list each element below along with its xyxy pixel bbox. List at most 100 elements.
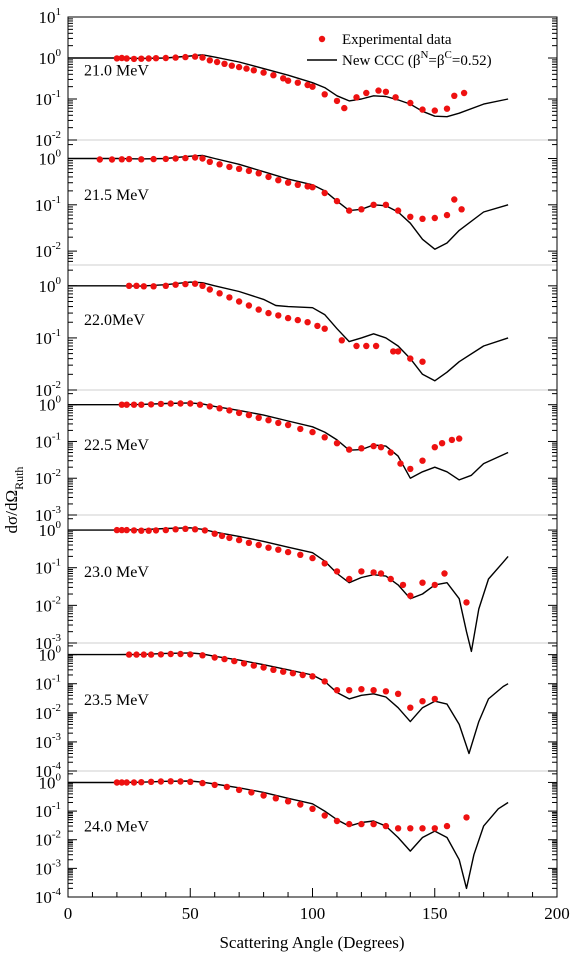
experimental-point [407,99,414,107]
y-axis-title-main: dσ/dΩ [2,490,21,534]
experimental-point [297,551,304,558]
experimental-point [216,161,223,168]
experimental-point [140,651,147,658]
x-tick-label: 200 [544,904,570,923]
experimental-point [309,83,316,90]
y-tick-label: 100 [39,644,62,665]
experimental-point [309,554,316,562]
experimental-point [162,155,169,163]
experimental-point [182,53,189,61]
experimental-point [235,165,243,172]
experimental-point [187,400,194,407]
experimental-point [358,686,365,693]
experimental-point [235,409,243,417]
y-tick-label: 10-1 [35,430,61,451]
theory-curve [68,281,509,382]
y-tick-exponent: -4 [52,886,62,898]
experimental-point [333,197,341,205]
experimental-point [265,544,272,551]
experimental-point [382,688,390,695]
experimental-point [399,581,407,589]
experimental-point [353,94,360,101]
experimental-point [280,75,287,82]
experimental-point [419,106,426,113]
experimental-point [150,155,157,163]
experimental-point [201,527,209,534]
y-tick-mantissa: 10 [35,733,52,752]
y-tick-label: 10-3 [35,632,62,653]
experimental-point [231,657,238,665]
experimental-point [309,428,316,436]
y-tick-exponent: -3 [52,731,62,743]
y-axis-title-text: dσ/dΩRuth [2,467,26,534]
y-tick-label: 101 [39,6,62,27]
y-tick-mantissa: 10 [39,521,56,540]
experimental-point [272,795,279,802]
experimental-point [382,822,390,830]
experimental-point [130,55,138,63]
y-tick-exponent: -1 [52,194,61,206]
panel-energy-label: 23.5 MeV [84,692,149,709]
experimental-point [199,54,206,61]
experimental-point [138,401,145,408]
y-tick-mantissa: 10 [35,506,52,525]
y-tick-mantissa: 10 [35,762,52,781]
experimental-point [162,526,169,534]
experimental-point [370,569,377,576]
experimental-point [370,201,377,208]
experimental-point [147,651,155,658]
experimental-point [321,91,328,98]
experimental-point [321,434,328,441]
experimental-point [152,527,160,534]
experimental-point [211,781,218,789]
experimental-point [113,779,121,786]
experimental-point [167,778,174,785]
y-tick-exponent: -4 [52,760,62,772]
experimental-point [248,789,255,796]
experimental-point [138,527,145,534]
theory-curve [68,402,509,481]
experimental-point [333,817,341,825]
y-tick-label: 10-2 [35,594,61,615]
y-tick-exponent: -2 [52,240,61,252]
experimental-point [172,281,179,288]
experimental-point [157,651,165,658]
y-tick-exponent: -1 [52,430,61,442]
experimental-point [265,417,272,424]
experimental-point [162,282,169,289]
y-tick-exponent: -1 [52,557,61,569]
experimental-point [218,532,226,540]
experimental-point [140,283,147,290]
experimental-point [125,651,133,658]
experimental-point [199,155,206,162]
experimental-point [304,81,311,89]
y-tick-exponent: 0 [56,47,62,59]
experimental-point [260,792,267,799]
y-tick-label: 10-3 [35,504,62,525]
experimental-point [191,526,199,533]
experimental-point [172,54,179,61]
panel-energy-label: 23.0 MeV [84,564,149,581]
experimental-point [456,435,463,442]
panel-energy-label: 22.5 MeV [84,437,149,454]
experimental-point [321,325,328,332]
experimental-point [463,599,470,606]
y-tick-exponent: -2 [52,829,61,841]
legend-point-marker [318,35,326,43]
experimental-point [375,87,382,94]
y-tick-mantissa: 10 [39,49,56,68]
experimental-point [216,405,223,412]
y-tick-mantissa: 10 [35,859,52,878]
experimental-point [199,652,206,659]
experimental-point [304,183,311,190]
experimental-point [226,534,233,542]
experimental-point [304,319,311,326]
panel-energy-label: 24.0 MeV [84,818,149,835]
experimental-point [463,814,470,821]
experimental-point [245,539,253,546]
experimental-point [284,421,292,429]
experimental-point [321,812,328,819]
y-axis-title-subscript: Ruth [12,467,26,490]
y-tick-mantissa: 10 [35,381,52,400]
